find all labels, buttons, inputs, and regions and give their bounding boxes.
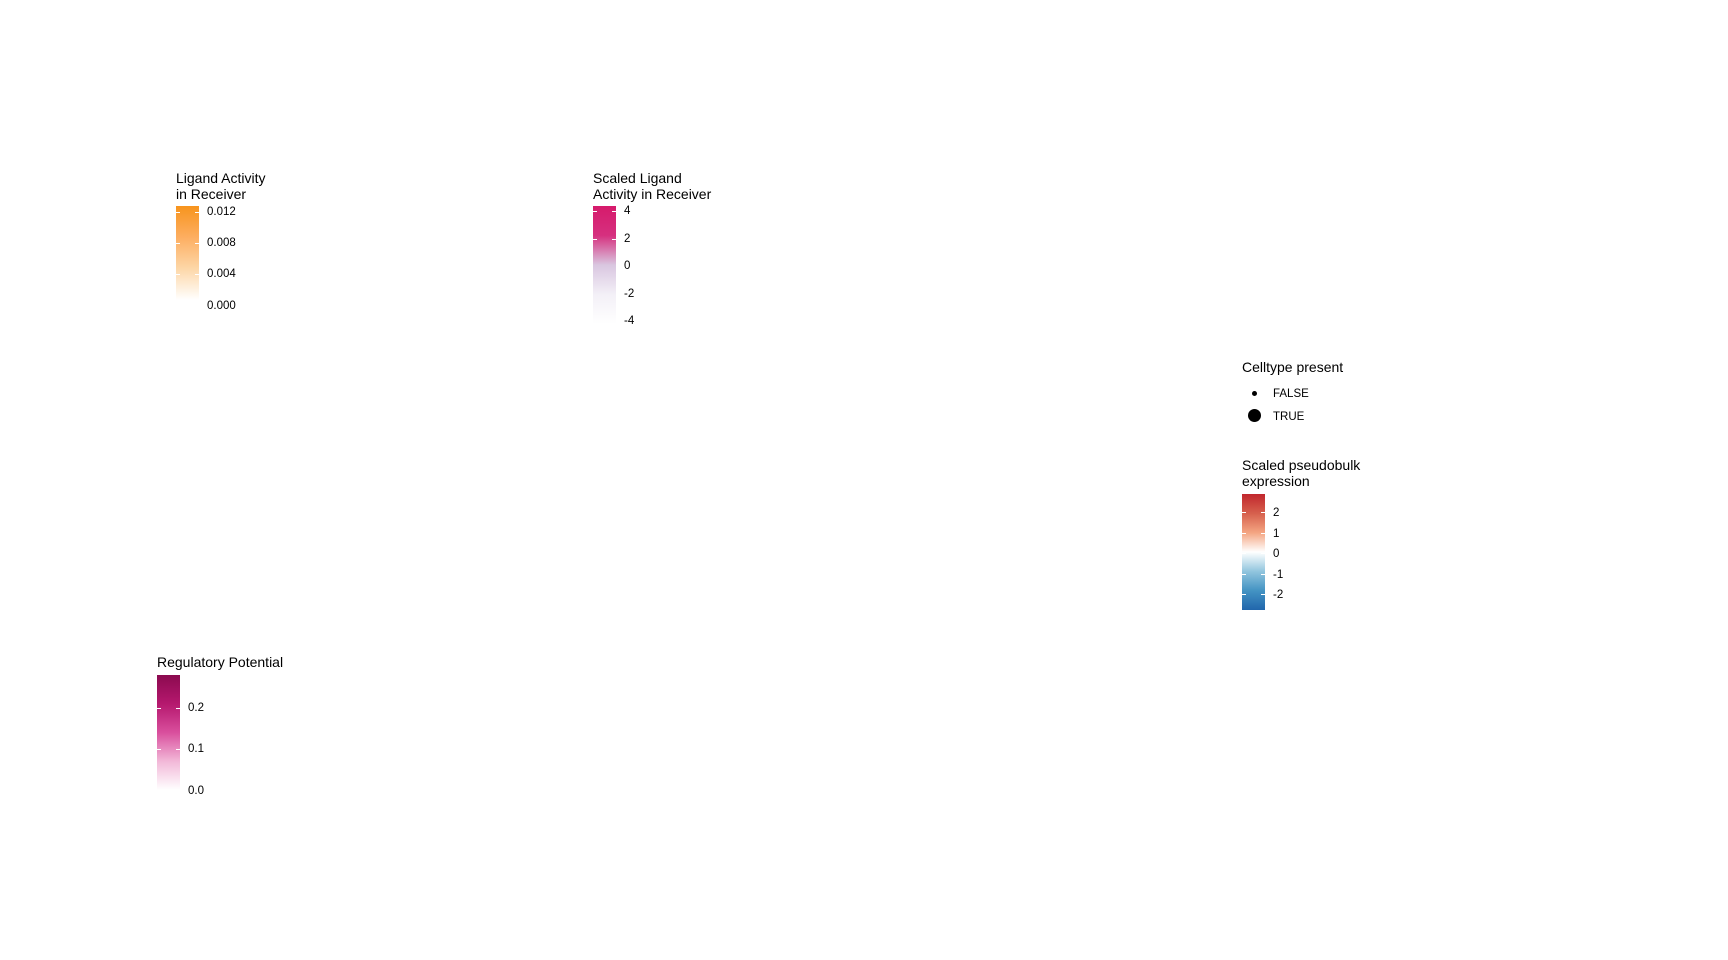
tick-mark [1242, 553, 1246, 554]
tick-mark [176, 243, 180, 244]
size-key-small-dot [1252, 391, 1257, 396]
tick-label: 1 [1273, 528, 1280, 540]
legend-title: Ligand Activity in Receiver [176, 170, 266, 202]
tick-label: -2 [624, 288, 635, 300]
tick-label: -4 [624, 315, 635, 327]
legend-title: Scaled pseudobulk expression [1242, 457, 1361, 489]
tick-label: 0.2 [188, 702, 204, 714]
tick-mark [1242, 512, 1246, 513]
legend-title: Regulatory Potential [157, 654, 284, 670]
colorbar-ligand-activity [176, 206, 199, 300]
tick-mark [195, 212, 199, 213]
legend-title: Scaled Ligand Activity in Receiver [593, 170, 712, 202]
tick-label: -2 [1273, 589, 1284, 601]
tick-mark [1261, 594, 1265, 595]
colorbar-regulatory-potential [157, 675, 180, 790]
legend-celltype-present: Celltype present FALSE TRUE [1242, 359, 1402, 429]
tick-mark [176, 212, 180, 213]
tick-mark [1242, 533, 1246, 534]
tick-mark [1242, 574, 1246, 575]
colorbar-scaled-pseudobulk-expression [1242, 494, 1265, 610]
colorbar-scaled-ligand-activity [593, 206, 616, 324]
tick-mark [593, 239, 597, 240]
legend-item-label: FALSE [1273, 388, 1309, 400]
tick-mark [1261, 553, 1265, 554]
legend-scaled-pseudobulk-expression: Scaled pseudobulk expression 2 1 0 -1 -2 [1242, 457, 1412, 617]
legend-regulatory-potential: Regulatory Potential 0.2 0.1 0.0 [157, 654, 327, 804]
tick-mark [1242, 594, 1246, 595]
tick-mark [612, 211, 616, 212]
tick-label: 0.008 [207, 237, 236, 249]
tick-label: 0.000 [207, 300, 236, 312]
tick-label: -1 [1273, 569, 1284, 581]
tick-mark [157, 749, 161, 750]
tick-mark [593, 211, 597, 212]
tick-mark [1261, 574, 1265, 575]
legend-scaled-ligand-activity: Scaled Ligand Activity in Receiver 4 2 0… [593, 170, 763, 340]
tick-mark [195, 274, 199, 275]
tick-mark [195, 243, 199, 244]
legend-item-label: TRUE [1273, 411, 1305, 423]
tick-label: 0 [624, 260, 631, 272]
tick-mark [176, 274, 180, 275]
tick-label: 0.004 [207, 268, 236, 280]
size-key-large-dot [1248, 409, 1261, 422]
tick-mark [176, 749, 180, 750]
tick-mark [157, 708, 161, 709]
tick-mark [176, 708, 180, 709]
tick-label: 4 [624, 205, 631, 217]
tick-mark [1261, 533, 1265, 534]
legend-title: Celltype present [1242, 359, 1344, 375]
tick-label: 0.0 [188, 785, 204, 797]
tick-label: 0.1 [188, 743, 204, 755]
tick-label: 0 [1273, 548, 1280, 560]
tick-label: 2 [624, 233, 631, 245]
tick-label: 0.012 [207, 206, 236, 218]
tick-mark [1261, 512, 1265, 513]
legend-ligand-activity: Ligand Activity in Receiver 0.012 0.008 … [176, 170, 336, 320]
tick-label: 2 [1273, 507, 1280, 519]
tick-mark [612, 239, 616, 240]
